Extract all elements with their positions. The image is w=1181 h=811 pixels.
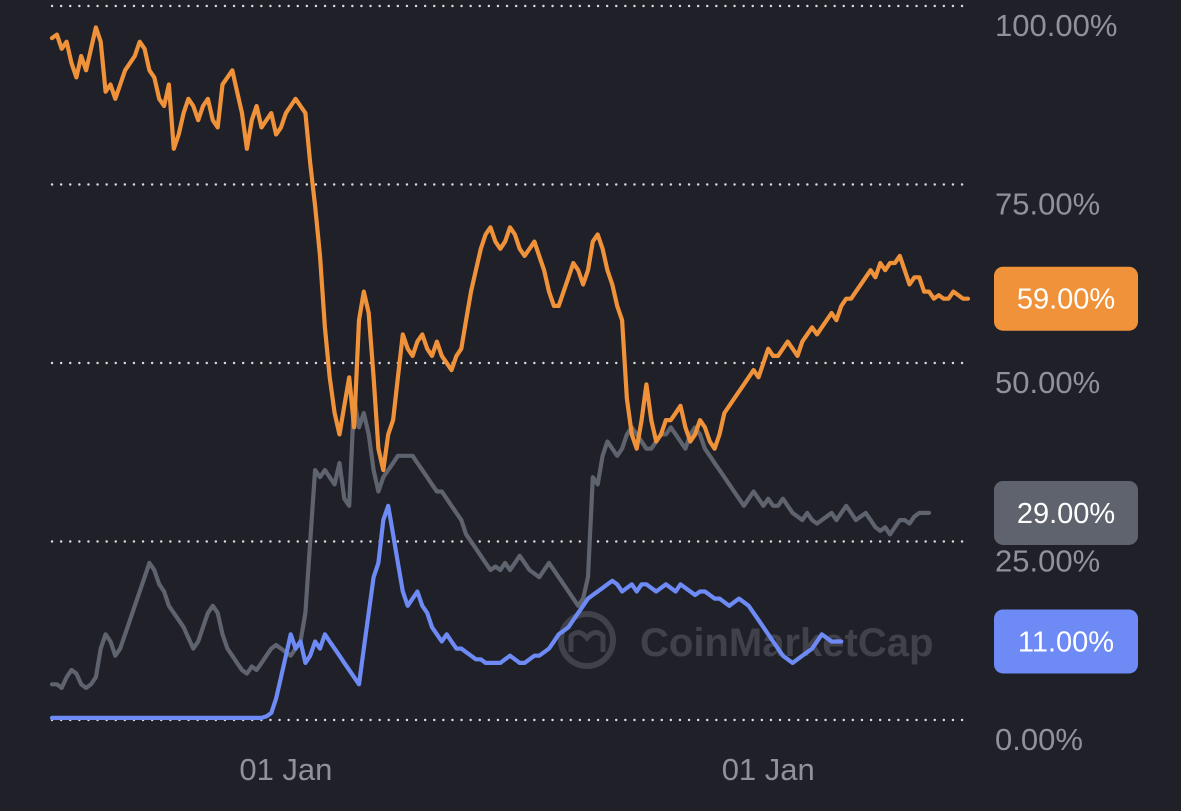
last-value-badges: 59.00% 29.00% 11.00%: [994, 266, 1138, 674]
last-value-badge-0: 59.00%: [994, 266, 1138, 331]
y-tick-label-4: 0.00%: [995, 722, 1083, 757]
y-tick-label-1: 75.00%: [995, 187, 1100, 222]
series-line-1: [49, 396, 932, 690]
coinmarketcap-logo-mark: [568, 630, 606, 652]
coinmarketcap-watermark: CoinMarketCap: [558, 611, 933, 669]
last-value-badge-1: 29.00%: [994, 480, 1138, 545]
y-tick-label-3: 25.00%: [995, 544, 1100, 579]
y-tick-label-2: 50.00%: [995, 365, 1100, 400]
badge-label-1: 29.00%: [1017, 498, 1115, 530]
grid-lines: [50, 4, 970, 722]
badge-label-2: 11.00%: [1018, 626, 1114, 658]
coinmarketcap-logo-icon: [558, 611, 616, 669]
y-axis-tick-labels: 100.00% 75.00% 50.00% 25.00% 0.00%: [995, 8, 1117, 757]
badge-background-1: [994, 480, 1138, 545]
badge-background-0: [994, 266, 1138, 331]
x-tick-label-1: 01 Jan: [722, 752, 815, 787]
series-line-0: [49, 25, 971, 473]
badge-label-0: 59.00%: [1017, 284, 1115, 316]
series-line-2: [49, 503, 844, 720]
x-axis-tick-labels: 01 Jan 01 Jan: [239, 752, 814, 787]
x-tick-label-0: 01 Jan: [239, 752, 332, 787]
last-value-badge-2: 11.00%: [994, 609, 1138, 674]
badge-background-2: [994, 609, 1138, 674]
y-tick-label-0: 100.00%: [995, 8, 1117, 43]
series-lines: [49, 25, 971, 720]
